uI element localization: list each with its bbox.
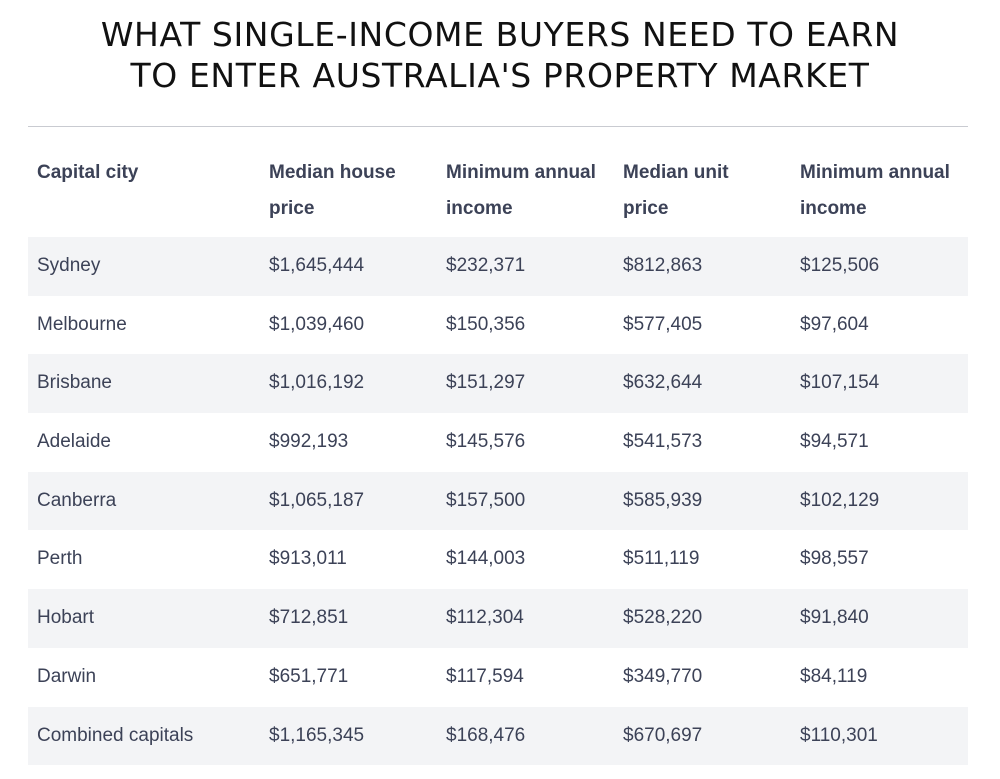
cell-unit-income: $84,119 <box>800 665 868 687</box>
header-min-income-unit-line1: Minimum annual <box>800 162 950 183</box>
header-median-house-price: Median house price <box>269 155 437 227</box>
table-row: Sydney $1,645,444 $232,371 $812,863 $125… <box>28 237 968 296</box>
cell-median-unit-price: $577,405 <box>623 313 703 335</box>
table-row: Hobart $712,851 $112,304 $528,220 $91,84… <box>28 589 968 648</box>
header-min-income-unit-line2: income <box>800 198 867 219</box>
cell-house-income: $157,500 <box>446 489 526 511</box>
cell-unit-income: $97,604 <box>800 313 869 335</box>
title-divider <box>28 126 968 127</box>
cell-unit-income: $125,506 <box>800 255 880 276</box>
table-row: Darwin $651,771 $117,594 $349,770 $84,11… <box>28 648 968 707</box>
table-row: Brisbane $1,016,192 $151,297 $632,644 $1… <box>28 354 968 414</box>
cell-house-income: $144,003 <box>446 548 526 570</box>
cell-median-unit-price: $528,220 <box>623 607 703 629</box>
cell-median-unit-price: $812,863 <box>623 255 703 276</box>
cell-median-unit-price: $511,119 <box>623 548 700 570</box>
cell-house-income: $117,594 <box>446 665 524 687</box>
header-median-unit-price: Median unit price <box>623 155 791 227</box>
cell-city: Hobart <box>37 607 95 629</box>
header-minimum-annual-income-house: Minimum annual income <box>446 155 614 227</box>
cell-unit-income: $110,301 <box>800 724 878 746</box>
cell-median-unit-price: $541,573 <box>623 431 703 453</box>
cell-city: Sydney <box>37 255 101 276</box>
header-min-income-house-line2: income <box>446 198 513 219</box>
cell-unit-income: $91,840 <box>800 607 869 629</box>
table-row: Melbourne $1,039,460 $150,356 $577,405 $… <box>28 296 968 355</box>
cell-median-unit-price: $585,939 <box>623 489 703 511</box>
header-minimum-annual-income-unit: Minimum annual income <box>800 155 968 227</box>
cell-median-house-price: $1,039,460 <box>269 313 365 335</box>
cell-median-unit-price: $670,697 <box>623 724 703 746</box>
header-capital-city-label: Capital city <box>37 162 139 183</box>
cell-city: Perth <box>37 548 83 570</box>
income-table: Capital city Median house price Minimum … <box>28 145 968 766</box>
cell-city: Melbourne <box>37 313 127 335</box>
cell-unit-income: $107,154 <box>800 372 880 394</box>
table-row: Combined capitals $1,165,345 $168,476 $6… <box>28 706 968 766</box>
title-line-1: WHAT SINGLE-INCOME BUYERS NEED TO EARN <box>100 15 900 54</box>
header-median-unit-price-line2: price <box>623 198 669 219</box>
header-capital-city: Capital city <box>37 155 257 191</box>
cell-house-income: $145,576 <box>446 431 526 453</box>
table-row: Canberra $1,065,187 $157,500 $585,939 $1… <box>28 471 968 531</box>
header-median-house-price-line1: Median house <box>269 162 396 183</box>
cell-house-income: $168,476 <box>446 724 526 746</box>
cell-median-house-price: $913,011 <box>269 548 347 570</box>
cell-city: Darwin <box>37 665 97 687</box>
cell-house-income: $151,297 <box>446 372 526 394</box>
cell-unit-income: $94,571 <box>800 431 869 453</box>
cell-city: Adelaide <box>37 431 111 453</box>
cell-median-house-price: $992,193 <box>269 431 349 453</box>
cell-median-house-price: $712,851 <box>269 607 349 629</box>
header-median-unit-price-line1: Median unit <box>623 162 729 183</box>
cell-city: Combined capitals <box>37 724 194 746</box>
table-row: Perth $913,011 $144,003 $511,119 $98,557 <box>28 530 968 589</box>
header-median-house-price-line2: price <box>269 198 315 219</box>
cell-city: Brisbane <box>37 372 112 394</box>
table-row: Adelaide $992,193 $145,576 $541,573 $94,… <box>28 413 968 472</box>
cell-median-house-price: $1,165,345 <box>269 724 365 746</box>
table-header-row: Capital city Median house price Minimum … <box>28 145 968 237</box>
cell-median-house-price: $1,065,187 <box>269 489 365 511</box>
title-line-2: TO ENTER AUSTRALIA'S PROPERTY MARKET <box>130 56 870 95</box>
page-title: WHAT SINGLE-INCOME BUYERS NEED TO EARN T… <box>0 14 1000 96</box>
cell-unit-income: $102,129 <box>800 489 880 511</box>
cell-median-house-price: $1,016,192 <box>269 372 365 394</box>
cell-house-income: $112,304 <box>446 607 524 629</box>
cell-median-unit-price: $632,644 <box>623 372 703 394</box>
cell-median-house-price: $651,771 <box>269 665 349 687</box>
cell-house-income: $232,371 <box>446 255 526 276</box>
cell-city: Canberra <box>37 489 117 511</box>
cell-unit-income: $98,557 <box>800 548 869 570</box>
cell-median-house-price: $1,645,444 <box>269 255 365 276</box>
cell-house-income: $150,356 <box>446 313 526 335</box>
header-min-income-house-line1: Minimum annual <box>446 162 596 183</box>
cell-median-unit-price: $349,770 <box>623 665 703 687</box>
